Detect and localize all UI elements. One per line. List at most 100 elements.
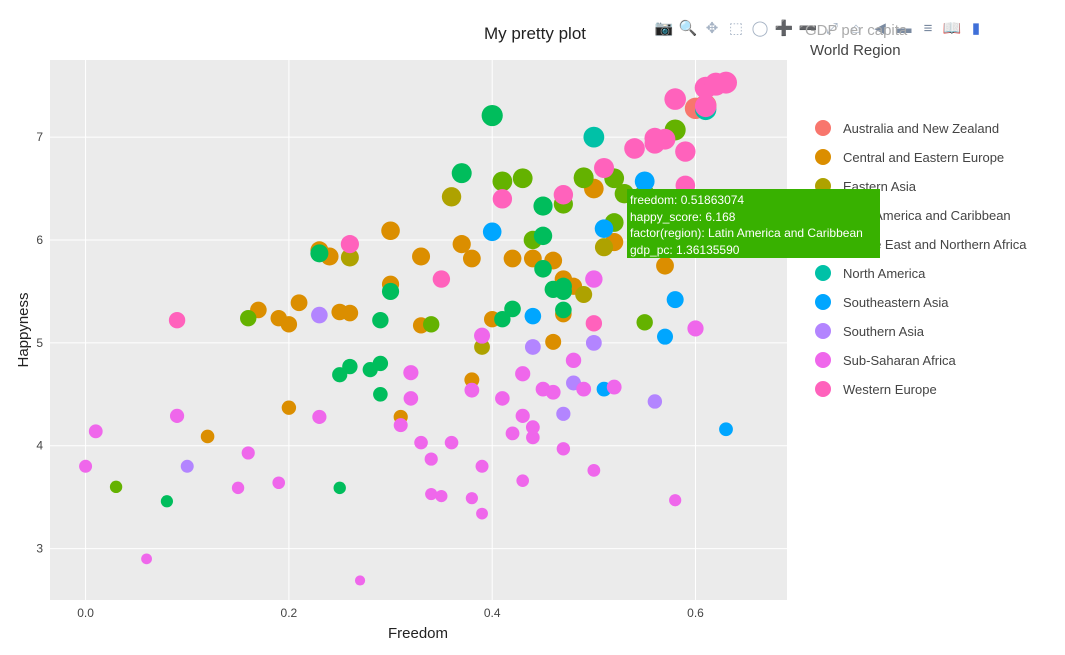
data-point[interactable] xyxy=(545,384,561,400)
data-point[interactable] xyxy=(381,221,400,241)
data-point[interactable] xyxy=(168,312,186,329)
data-point[interactable] xyxy=(526,430,540,445)
data-point[interactable] xyxy=(169,408,185,423)
data-point[interactable] xyxy=(464,372,480,388)
legend-item[interactable]: Southeastern Asia xyxy=(815,292,949,312)
data-point[interactable] xyxy=(372,312,389,329)
zoom-in-icon[interactable]: ➕ xyxy=(774,20,794,37)
data-point[interactable] xyxy=(444,435,459,450)
data-point[interactable] xyxy=(573,168,594,189)
data-point[interactable] xyxy=(160,495,174,508)
pan-icon[interactable]: ✥ xyxy=(705,20,719,37)
data-point[interactable] xyxy=(88,424,103,439)
data-point[interactable] xyxy=(423,316,440,333)
edit-chart-icon[interactable]: 📖 xyxy=(942,20,962,37)
camera-icon[interactable]: 📷 xyxy=(654,20,674,37)
data-point[interactable] xyxy=(281,400,297,415)
data-point[interactable] xyxy=(240,309,257,327)
legend-item[interactable]: Sub-Saharan Africa xyxy=(815,350,956,370)
data-point[interactable] xyxy=(533,196,553,216)
legend-item[interactable]: Australia and New Zealand xyxy=(815,118,999,138)
data-point[interactable] xyxy=(666,291,684,309)
data-point[interactable] xyxy=(403,365,419,381)
data-point[interactable] xyxy=(340,248,359,267)
data-point[interactable] xyxy=(109,480,123,494)
data-point[interactable] xyxy=(534,260,552,278)
data-point[interactable] xyxy=(585,315,603,332)
data-point[interactable] xyxy=(515,408,530,423)
data-point[interactable] xyxy=(481,104,503,127)
data-point[interactable] xyxy=(435,490,448,503)
data-point[interactable] xyxy=(505,426,520,441)
data-point[interactable] xyxy=(515,366,531,382)
data-point[interactable] xyxy=(634,171,655,192)
data-point[interactable] xyxy=(587,464,601,477)
data-point[interactable] xyxy=(381,282,400,301)
autoscale-icon[interactable]: ⤢ xyxy=(825,19,838,37)
data-point[interactable] xyxy=(200,429,215,444)
hover-compare-icon[interactable]: ≡ xyxy=(923,19,933,37)
zoom-out-icon[interactable]: ➖ xyxy=(798,20,818,37)
data-point[interactable] xyxy=(545,333,562,350)
data-point[interactable] xyxy=(657,328,674,345)
data-point[interactable] xyxy=(669,494,682,507)
lasso-select-icon[interactable]: ◯ xyxy=(751,20,769,37)
data-point[interactable] xyxy=(585,270,603,288)
data-point[interactable] xyxy=(272,476,286,490)
data-point[interactable] xyxy=(594,238,614,257)
data-point[interactable] xyxy=(424,452,438,466)
data-point[interactable] xyxy=(290,294,308,312)
data-point[interactable] xyxy=(687,320,704,337)
data-point[interactable] xyxy=(606,379,622,395)
data-point[interactable] xyxy=(462,249,481,268)
data-point[interactable] xyxy=(393,418,408,433)
data-point[interactable] xyxy=(425,487,438,501)
data-point[interactable] xyxy=(312,409,327,425)
data-point[interactable] xyxy=(373,386,388,402)
data-point[interactable] xyxy=(556,442,571,456)
data-point[interactable] xyxy=(180,459,194,473)
data-point[interactable] xyxy=(575,286,593,304)
data-point[interactable] xyxy=(694,95,717,118)
data-point[interactable] xyxy=(310,244,329,263)
data-point[interactable] xyxy=(624,138,645,159)
data-point[interactable] xyxy=(516,474,529,487)
reset-axes-icon[interactable]: ⌂ xyxy=(851,19,861,37)
data-point[interactable] xyxy=(474,339,490,355)
data-point[interactable] xyxy=(451,163,472,184)
data-point[interactable] xyxy=(594,158,615,178)
data-point[interactable] xyxy=(464,382,480,398)
data-point[interactable] xyxy=(675,141,696,162)
data-point[interactable] xyxy=(403,391,419,406)
data-point[interactable] xyxy=(585,334,602,351)
data-point[interactable] xyxy=(79,459,93,473)
spike-lines-icon[interactable]: ◀ xyxy=(874,20,886,37)
data-point[interactable] xyxy=(524,339,541,355)
data-point[interactable] xyxy=(332,367,348,383)
zoom-icon[interactable]: 🔍 xyxy=(678,20,698,37)
legend-item[interactable]: Western Europe xyxy=(815,379,937,399)
data-point[interactable] xyxy=(311,306,328,324)
data-point[interactable] xyxy=(241,446,255,460)
data-point[interactable] xyxy=(414,435,428,450)
legend-item[interactable]: North America xyxy=(815,263,925,283)
legend-item[interactable]: Central and Eastern Europe xyxy=(815,147,1004,167)
data-point[interactable] xyxy=(525,420,540,435)
data-point[interactable] xyxy=(494,311,511,328)
data-point[interactable] xyxy=(583,126,605,148)
data-point[interactable] xyxy=(719,422,733,437)
data-point[interactable] xyxy=(432,270,451,288)
data-point[interactable] xyxy=(441,187,462,207)
data-point[interactable] xyxy=(647,394,663,409)
data-point[interactable] xyxy=(342,358,358,375)
data-point[interactable] xyxy=(476,507,488,520)
data-point[interactable] xyxy=(576,381,592,397)
data-point[interactable] xyxy=(492,189,513,209)
data-point[interactable] xyxy=(664,88,686,110)
data-point[interactable] xyxy=(555,301,572,319)
data-point[interactable] xyxy=(354,575,366,586)
data-point[interactable] xyxy=(475,459,489,473)
data-point[interactable] xyxy=(524,307,542,325)
data-point[interactable] xyxy=(556,406,571,421)
data-point[interactable] xyxy=(482,222,502,242)
